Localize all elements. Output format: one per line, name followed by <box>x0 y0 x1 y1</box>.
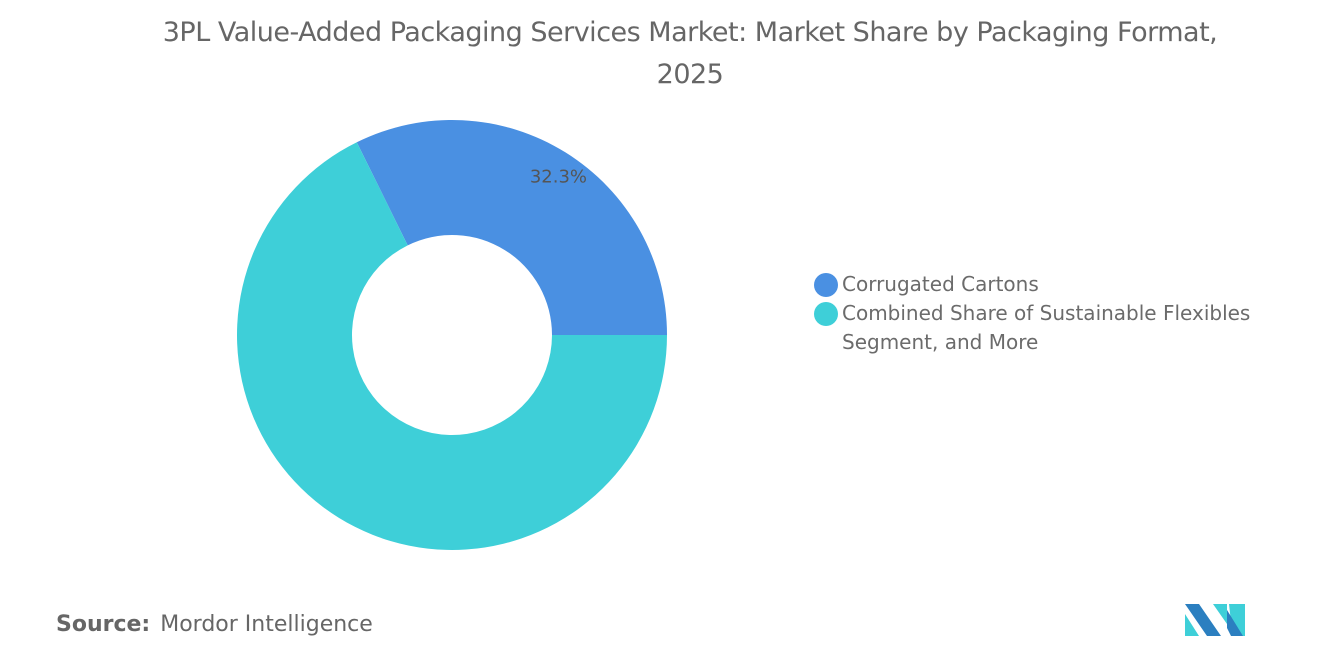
legend-item-combined-share[interactable]: Combined Share of Sustainable Flexibles … <box>814 299 1262 357</box>
source-note: Source: Mordor Intelligence <box>56 612 373 637</box>
legend-label: Corrugated Cartons <box>842 272 1039 296</box>
legend-swatch <box>814 273 838 297</box>
mordor-intelligence-logo <box>1185 604 1245 636</box>
chart-title: 3PL Value-Added Packaging Services Marke… <box>162 17 1218 90</box>
legend-item-corrugated-cartons[interactable]: Corrugated Cartons <box>814 270 1262 299</box>
donut-slice-0[interactable] <box>356 119 667 335</box>
legend-swatch <box>814 302 838 326</box>
legend: Corrugated Cartons Combined Share of Sus… <box>814 270 1262 357</box>
legend-label: Combined Share of Sustainable Flexibles … <box>842 301 1251 354</box>
source-label: Source: <box>56 612 151 637</box>
data-label-0: 32.3% <box>530 167 587 188</box>
source-value: Mordor Intelligence <box>160 612 373 637</box>
donut-slice-1[interactable] <box>237 142 667 550</box>
